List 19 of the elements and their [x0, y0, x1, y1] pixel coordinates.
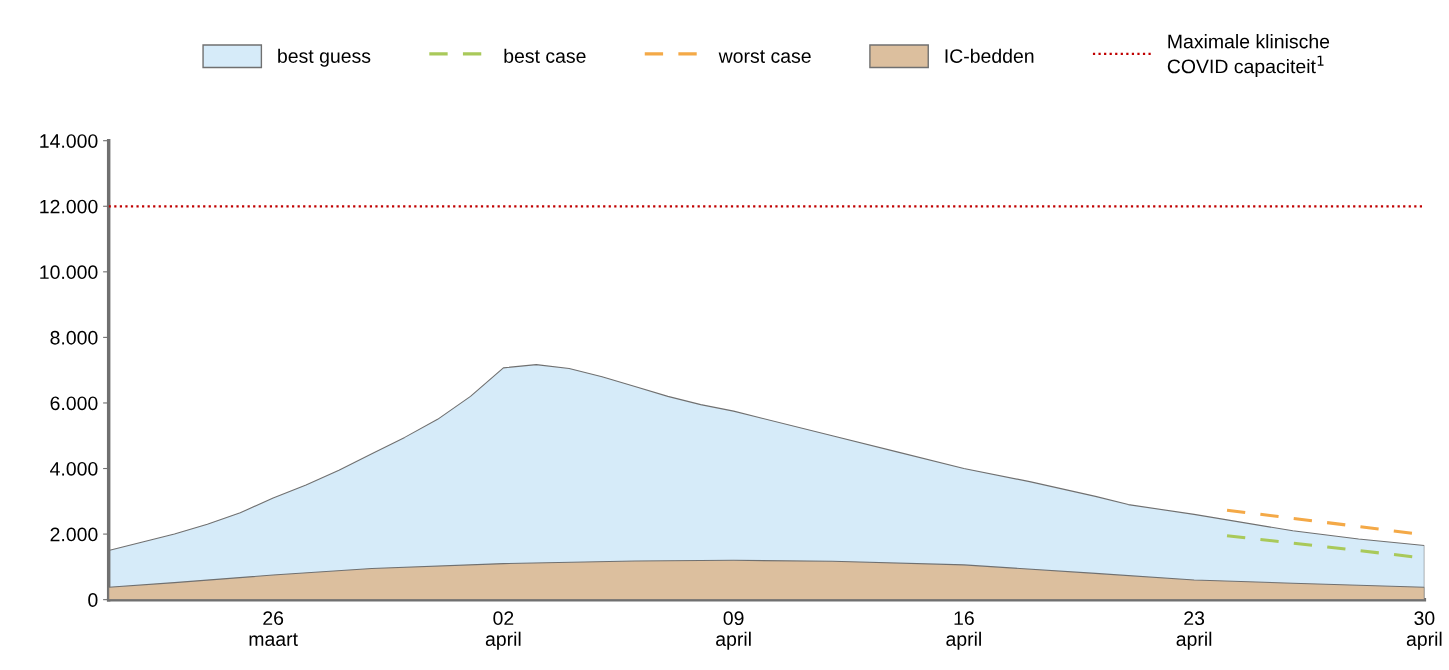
x-tick-label: 02 april: [485, 611, 521, 650]
y-tick-label: 6.000: [50, 396, 98, 411]
y-tick-label: 2.000: [50, 527, 98, 542]
legend-label: worst case: [718, 50, 811, 63]
x-tick-label: 16 april: [946, 611, 981, 650]
y-tick-label: 14.000: [40, 134, 98, 148]
x-tick-label: 30 april: [1406, 611, 1442, 650]
x-tick-label: 23 april: [1176, 611, 1212, 650]
legend-label: IC-bedden: [945, 48, 1034, 63]
y-tick-label: 0: [88, 593, 98, 607]
y-tick-label: 8.000: [50, 330, 98, 345]
legend-label: best case: [504, 48, 586, 63]
y-tick-label: 10.000: [40, 265, 98, 280]
y-tick-label: 4.000: [50, 461, 98, 476]
y-tick-label: 12.000: [40, 199, 98, 214]
x-tick-label: 09 april: [716, 611, 751, 650]
legend-label: best guess: [278, 48, 371, 67]
legend-label: Maximale klinische COVID capaciteit$^{1}$: [1167, 34, 1330, 78]
x-tick-label: 26 maart: [249, 611, 298, 646]
